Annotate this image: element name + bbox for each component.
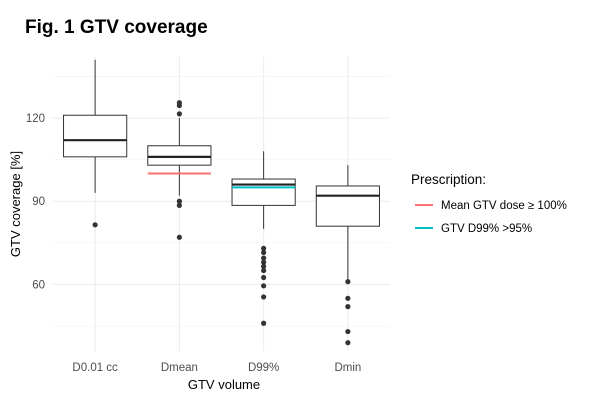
reference-lines xyxy=(147,172,296,189)
box-iqr xyxy=(147,145,212,166)
outlier-point xyxy=(261,274,267,281)
x-tick-label: Dmin xyxy=(334,362,361,374)
box-dmin xyxy=(315,165,380,346)
box-d99- xyxy=(231,151,296,326)
y-tick-label: 90 xyxy=(32,196,45,208)
x-tick-label: D0.01 cc xyxy=(72,362,118,374)
box-iqr xyxy=(231,178,296,206)
outlier-point xyxy=(176,202,182,208)
y-tick-label: 120 xyxy=(26,113,45,125)
outlier-point xyxy=(176,111,182,117)
y-tick-label: 60 xyxy=(32,279,45,291)
box-iqr xyxy=(63,114,128,158)
outlier-point xyxy=(261,245,267,251)
y-axis-ticks: 60 90 120 xyxy=(26,113,45,291)
outlier-point xyxy=(345,279,351,285)
legend-title: Prescription: xyxy=(411,172,486,187)
box-d0-01-cc xyxy=(63,59,128,228)
box-dmean xyxy=(147,100,212,240)
legend-label: GTV D99% >95% xyxy=(441,223,532,235)
x-tick-label: Dmean xyxy=(161,362,198,374)
outlier-point xyxy=(345,328,351,335)
legend: Prescription: Mean GTV dose ≥ 100% GTV D9… xyxy=(411,172,567,235)
outlier-point xyxy=(261,259,267,265)
outlier-point xyxy=(176,102,182,109)
outlier-point xyxy=(261,249,267,256)
legend-label: Mean GTV dose ≥ 100% xyxy=(441,200,567,212)
outlier-point xyxy=(261,267,267,274)
outlier-point xyxy=(92,222,98,228)
outlier-point xyxy=(345,340,351,346)
chart-title: Fig. 1 GTV coverage xyxy=(25,17,208,38)
outlier-point xyxy=(261,255,267,261)
outlier-point xyxy=(261,283,267,289)
boxes xyxy=(63,59,380,346)
outlier-point xyxy=(261,263,267,270)
x-axis-ticks: D0.01 cc Dmean D99% Dmin xyxy=(72,362,361,374)
x-tick-label: D99% xyxy=(248,362,279,374)
y-axis-label: GTV coverage [%] xyxy=(8,151,23,257)
outlier-point xyxy=(261,294,267,300)
outlier-point xyxy=(345,295,351,301)
x-axis-label: GTV volume xyxy=(188,377,260,392)
outlier-point xyxy=(261,320,267,326)
box-iqr xyxy=(315,185,380,227)
outlier-point xyxy=(176,234,182,240)
outlier-point xyxy=(345,304,351,310)
outlier-point xyxy=(176,198,182,204)
